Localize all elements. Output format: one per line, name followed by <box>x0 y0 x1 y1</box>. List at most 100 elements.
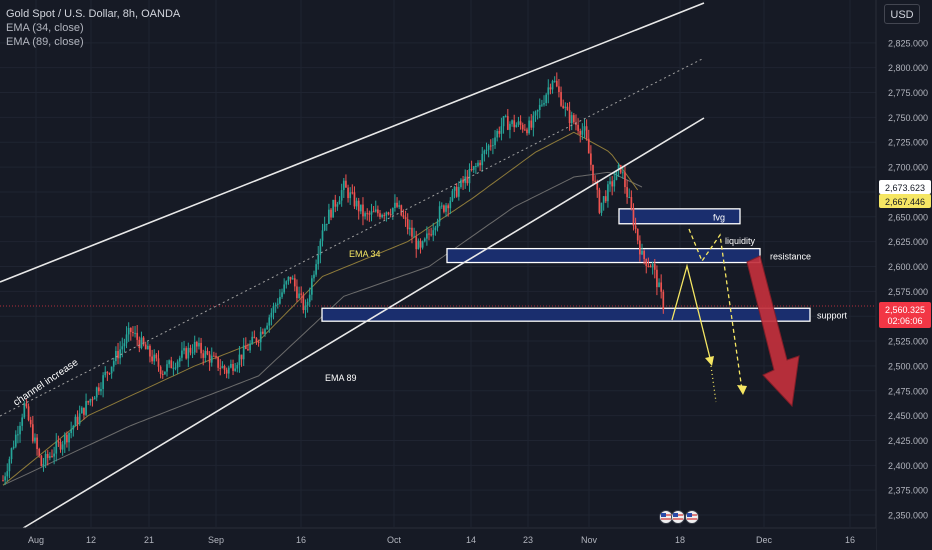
candle-body[interactable] <box>159 366 162 375</box>
candle-body[interactable] <box>579 130 582 135</box>
candle-body[interactable] <box>485 149 488 151</box>
candle-body[interactable] <box>560 92 562 106</box>
candle-body[interactable] <box>110 366 113 374</box>
candle-body[interactable] <box>174 367 177 369</box>
candle-body[interactable] <box>151 356 153 362</box>
candle-body[interactable] <box>566 106 569 111</box>
candle-body[interactable] <box>281 292 283 297</box>
candle-body[interactable] <box>370 211 373 215</box>
candle-body[interactable] <box>253 336 256 339</box>
candle-body[interactable] <box>225 369 228 374</box>
candle-body[interactable] <box>532 115 535 128</box>
candle-body[interactable] <box>387 212 390 215</box>
candle-body[interactable] <box>168 360 170 365</box>
candle-body[interactable] <box>242 345 245 360</box>
event-icons[interactable] <box>659 510 699 524</box>
candle-body[interactable] <box>144 344 147 350</box>
candle-body[interactable] <box>551 81 554 90</box>
candle-body[interactable] <box>530 120 533 128</box>
candle-body[interactable] <box>408 227 411 230</box>
candle-body[interactable] <box>89 399 92 403</box>
candle-body[interactable] <box>477 162 479 166</box>
channel-lower-line[interactable] <box>19 117 705 531</box>
candle-body[interactable] <box>368 213 371 215</box>
candle-body[interactable] <box>134 332 136 334</box>
candle-body[interactable] <box>42 464 45 467</box>
candle-body[interactable] <box>545 94 547 104</box>
candle-body[interactable] <box>315 264 317 275</box>
candle-body[interactable] <box>264 329 266 334</box>
candle-body[interactable] <box>383 215 386 217</box>
candle-body[interactable] <box>289 276 292 280</box>
candle-body[interactable] <box>76 416 79 424</box>
candle-body[interactable] <box>172 367 175 369</box>
candle-body[interactable] <box>104 371 107 376</box>
channel-upper-line[interactable] <box>0 2 705 283</box>
candle-body[interactable] <box>519 121 522 125</box>
time-axis[interactable]: Aug 12 21 Sep 16 Oct 14 23 Nov 18 Dec 16 <box>0 527 876 550</box>
candle-body[interactable] <box>298 293 300 299</box>
candle-body[interactable] <box>447 205 450 209</box>
candle-body[interactable] <box>112 361 115 367</box>
candle-body[interactable] <box>613 180 616 187</box>
candle-body[interactable] <box>319 240 322 255</box>
candle-body[interactable] <box>489 145 492 147</box>
candle-body[interactable] <box>72 425 75 430</box>
candle-body[interactable] <box>117 350 119 359</box>
candle-body[interactable] <box>413 236 415 238</box>
candle-body[interactable] <box>123 343 126 347</box>
candle-body[interactable] <box>353 192 356 207</box>
projection-path-dashed[interactable] <box>688 228 743 391</box>
currency-button[interactable]: USD <box>884 4 920 24</box>
candle-body[interactable] <box>430 234 432 236</box>
candle-body[interactable] <box>558 86 560 93</box>
ema89-line[interactable] <box>2 171 643 486</box>
candle-body[interactable] <box>161 374 164 376</box>
candle-body[interactable] <box>651 264 654 268</box>
channel-midline[interactable] <box>0 57 705 417</box>
symbol-title[interactable]: Gold Spot / U.S. Dollar, 8h, OANDA <box>6 8 181 20</box>
candle-body[interactable] <box>149 345 151 357</box>
candle-body[interactable] <box>221 365 224 369</box>
candle-body[interactable] <box>146 345 149 350</box>
candle-body[interactable] <box>332 199 334 218</box>
candle-body[interactable] <box>70 429 73 434</box>
bearish-arrow[interactable] <box>746 255 800 408</box>
candle-body[interactable] <box>389 214 392 216</box>
candle-body[interactable] <box>372 211 375 213</box>
candle-body[interactable] <box>609 181 611 185</box>
candle-body[interactable] <box>166 364 168 372</box>
candle-body[interactable] <box>604 196 607 202</box>
candle-body[interactable] <box>287 276 290 282</box>
candle-body[interactable] <box>417 240 420 250</box>
candle-body[interactable] <box>115 350 117 362</box>
candle-body[interactable] <box>587 138 590 154</box>
candle-body[interactable] <box>138 339 141 348</box>
candle-body[interactable] <box>100 388 102 392</box>
candle-body[interactable] <box>6 471 9 477</box>
candle-body[interactable] <box>187 347 190 359</box>
candle-body[interactable] <box>479 162 481 166</box>
candle-body[interactable] <box>426 233 428 239</box>
candle-body[interactable] <box>49 456 51 458</box>
candle-body[interactable] <box>170 360 173 369</box>
candle-body[interactable] <box>494 137 496 146</box>
candle-body[interactable] <box>193 341 196 353</box>
candle-body[interactable] <box>217 357 219 368</box>
candle-body[interactable] <box>662 291 665 310</box>
ema34-line[interactable] <box>2 131 639 486</box>
candle-body[interactable] <box>487 145 490 150</box>
candle-body[interactable] <box>470 168 473 170</box>
candle-body[interactable] <box>562 105 565 108</box>
candle-body[interactable] <box>534 111 537 116</box>
candle-body[interactable] <box>328 209 330 224</box>
candle-body[interactable] <box>200 342 202 354</box>
candle-body[interactable] <box>536 109 539 112</box>
candle-body[interactable] <box>317 254 320 265</box>
candle-body[interactable] <box>590 153 592 165</box>
candle-body[interactable] <box>543 103 545 105</box>
candle-body[interactable] <box>396 202 398 207</box>
candle-body[interactable] <box>234 368 237 371</box>
ema89-legend[interactable]: EMA (89, close) <box>6 36 84 48</box>
candle-body[interactable] <box>23 403 26 418</box>
